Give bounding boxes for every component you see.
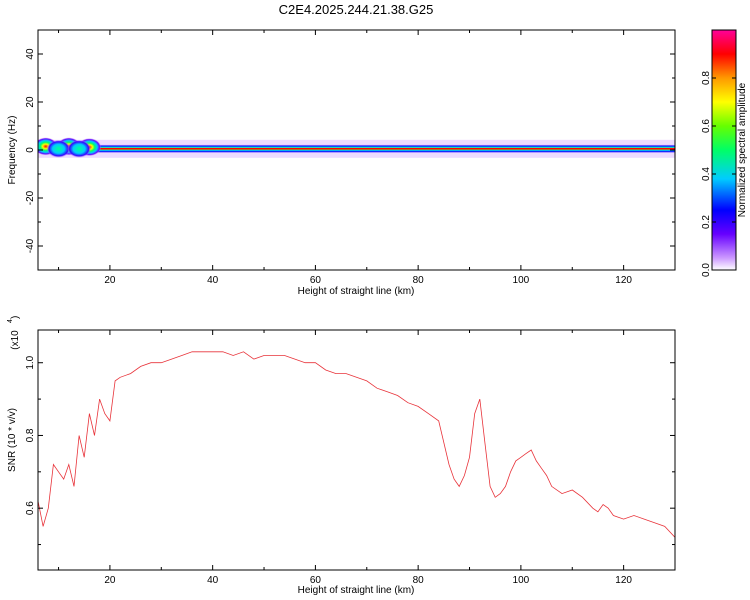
chart-title: C2E4.2025.244.21.38.G25 xyxy=(279,2,434,17)
snr-multiplier-close: ) xyxy=(10,316,21,319)
spectrogram-panel: 20 40 60 80 100 120 -40 -20 0 20 40 Height of str… xyxy=(7,29,676,297)
heatmap-blob xyxy=(67,139,92,158)
spectrogram-x-label: Height of straight line (km) xyxy=(298,286,415,297)
x-tick-label: 40 xyxy=(207,575,219,586)
colorbar-tick-label: 0.0 xyxy=(701,263,712,277)
x-tick-label: 120 xyxy=(615,275,632,286)
x-tick-label: 80 xyxy=(413,575,425,586)
x-tick-label: 100 xyxy=(513,575,530,586)
spectrogram-y-label: Frequency (Hz) xyxy=(7,116,18,185)
colorbar-frame xyxy=(711,29,737,271)
spectrogram-x-axis: 20 40 60 80 100 120 xyxy=(58,30,676,286)
y-tick-label: 1.0 xyxy=(25,355,36,369)
y-tick-label: 20 xyxy=(25,96,36,108)
colorbar-label: Normalized spectral amplitude xyxy=(737,82,748,217)
x-tick-label: 100 xyxy=(513,275,530,286)
colorbar: 0.0 0.2 0.4 0.6 0.8 Normalized spectral ampl… xyxy=(701,29,748,277)
snr-x-label: Height of straight line (km) xyxy=(298,585,415,596)
y-tick-label: 0.8 xyxy=(25,428,36,442)
y-tick-label: 0.6 xyxy=(25,501,36,515)
y-tick-label: -40 xyxy=(25,238,36,253)
snr-series-line xyxy=(38,351,675,538)
colorbar-tick-label: 0.6 xyxy=(701,119,712,133)
x-tick-label: 80 xyxy=(413,275,425,286)
x-tick-label: 40 xyxy=(207,275,219,286)
snr-y-label: SNR (10 * v/v) xyxy=(7,408,18,472)
y-tick-label: 0 xyxy=(25,147,36,153)
snr-frame xyxy=(37,329,676,571)
heatmap-layer xyxy=(38,137,675,158)
snr-multiplier-text: (x10 xyxy=(10,330,21,350)
colorbar-tick-label: 0.4 xyxy=(701,167,712,181)
spectrogram-y-axis: -40 -20 0 20 40 xyxy=(25,29,675,271)
y-tick-label: -20 xyxy=(25,190,36,205)
snr-y-axis: 0.6 0.8 1.0 xyxy=(25,355,675,546)
colorbar-gradient xyxy=(712,30,736,270)
x-tick-label: 60 xyxy=(310,275,322,286)
y-tick-label: 40 xyxy=(25,48,36,60)
x-tick-label: 20 xyxy=(104,275,116,286)
x-tick-label: 20 xyxy=(104,575,116,586)
snr-panel: 20 40 60 80 100 120 0.6 0.8 1.0 Height of strai… xyxy=(7,316,676,596)
x-tick-label: 60 xyxy=(310,575,322,586)
colorbar-tick-label: 0.2 xyxy=(701,215,712,229)
snr-multiplier: (x10 4 ) xyxy=(7,316,21,350)
x-tick-label: 120 xyxy=(615,575,632,586)
colorbar-axis: 0.0 0.2 0.4 0.6 0.8 xyxy=(701,71,736,277)
snr-multiplier-exp: 4 xyxy=(7,319,14,323)
snr-x-axis: 20 40 60 80 100 120 xyxy=(58,330,676,586)
heatmap-blob xyxy=(46,139,71,158)
colorbar-tick-label: 0.8 xyxy=(701,71,712,85)
